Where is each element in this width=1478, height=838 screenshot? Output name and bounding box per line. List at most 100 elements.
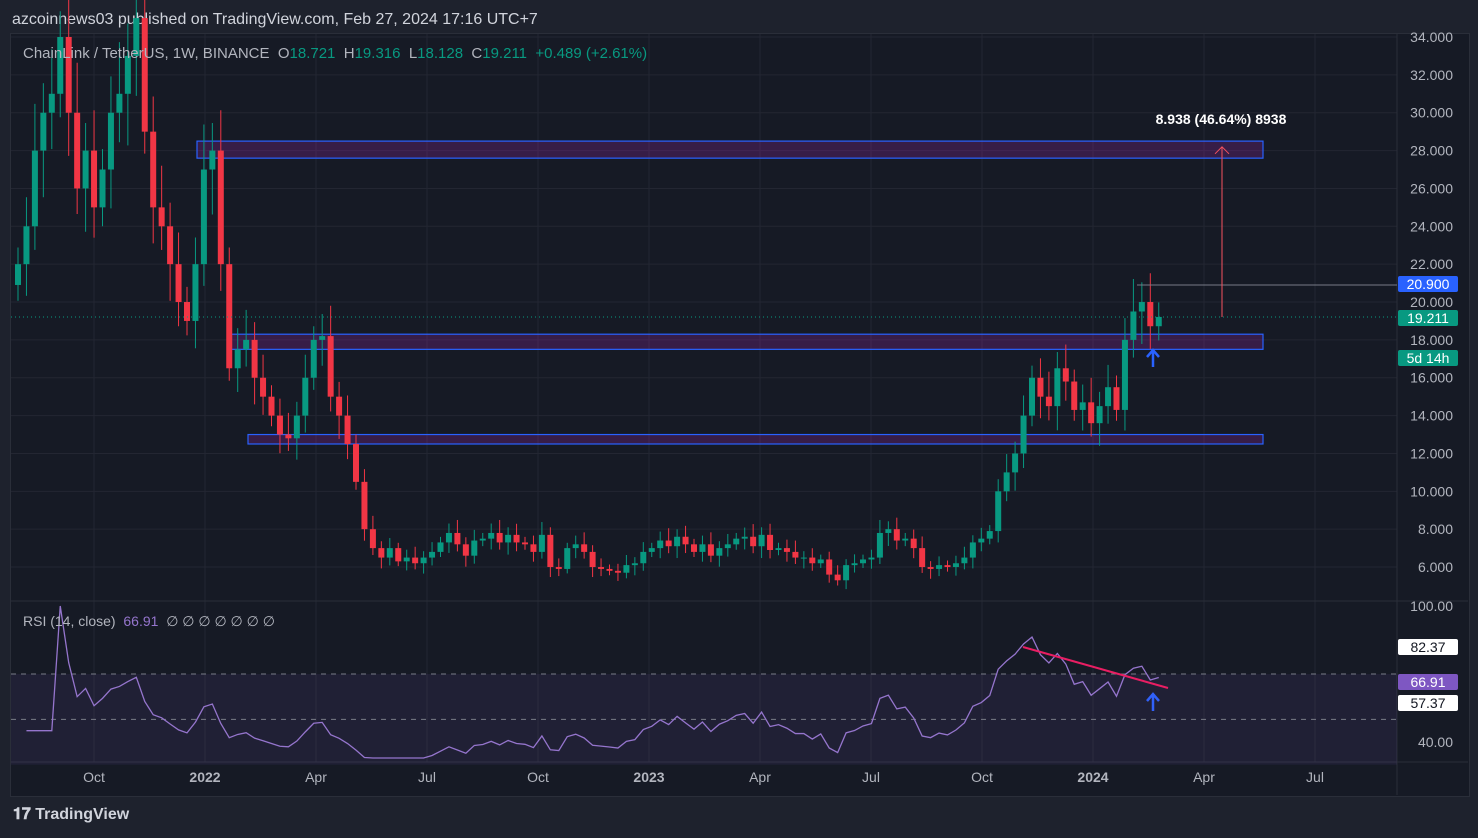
candle-body xyxy=(82,150,89,189)
candle-body xyxy=(429,551,436,558)
candle-body xyxy=(285,434,292,439)
candle-body xyxy=(513,534,520,543)
candle-body xyxy=(23,226,30,265)
chart-area[interactable] xyxy=(10,33,1470,797)
high-value: 19.316 xyxy=(354,45,401,62)
candle-body xyxy=(868,557,875,560)
candle-body xyxy=(445,532,452,543)
measure-arrow-icon xyxy=(1214,146,1230,155)
open-label: O xyxy=(277,45,290,62)
rsi-low-tag: 57.37 xyxy=(1398,695,1458,711)
candle-body xyxy=(1155,316,1162,327)
candle-body xyxy=(200,169,207,265)
candle-body xyxy=(716,548,723,556)
candle-body xyxy=(1105,387,1112,407)
candle-body xyxy=(361,481,368,530)
logo-text: TradingView xyxy=(35,806,130,823)
candle-body xyxy=(1079,402,1086,410)
candle-body xyxy=(133,18,140,56)
candle-body xyxy=(1121,339,1128,410)
tradingview-logo[interactable]: 𝟏𝟕 TradingView xyxy=(13,806,129,824)
candle-body xyxy=(843,565,850,581)
candle-body xyxy=(471,540,478,556)
time-axis-label: Oct xyxy=(971,769,993,785)
candle-body xyxy=(826,559,833,575)
close-value: 19.211 xyxy=(482,45,528,62)
candle-body xyxy=(1147,302,1154,327)
candle-body xyxy=(581,544,588,552)
candle-body xyxy=(437,542,444,552)
price-axis-label: 22.000 xyxy=(1410,256,1453,272)
price-axis-label: 26.000 xyxy=(1410,180,1453,196)
time-axis-label: Apr xyxy=(305,769,327,785)
symbol-legend: ChainLink / TetherUS, 1W, BINANCE O18.72… xyxy=(23,45,647,62)
candle-body xyxy=(564,548,571,569)
candle-body xyxy=(57,37,64,94)
candle-body xyxy=(885,529,892,533)
symbol-name[interactable]: ChainLink / TetherUS, 1W, BINANCE xyxy=(23,45,270,62)
candle-body xyxy=(395,548,402,562)
candle-body xyxy=(724,544,731,549)
candle-body xyxy=(902,538,909,541)
time-axis-label: Jul xyxy=(1306,769,1324,785)
rsi-value: 66.91 xyxy=(123,613,159,629)
candle-body xyxy=(158,207,165,227)
candle-body xyxy=(893,529,900,541)
candle-body xyxy=(547,534,554,568)
candle-body xyxy=(640,551,647,564)
rsi-name[interactable]: RSI (14, close) xyxy=(23,613,116,629)
high-label: H xyxy=(343,45,355,62)
time-axis-label: Oct xyxy=(83,769,105,785)
candle-body xyxy=(150,131,157,208)
candle-body xyxy=(412,557,419,564)
candle-body xyxy=(944,565,951,568)
last-price: 19.211 xyxy=(1398,310,1458,326)
candle-body xyxy=(750,536,757,547)
candle-body xyxy=(758,534,765,547)
rsi-extras: ∅ ∅ ∅ ∅ ∅ ∅ ∅ xyxy=(166,613,275,629)
candle-body xyxy=(454,532,461,545)
candle-body xyxy=(184,302,190,321)
candle-body xyxy=(986,531,993,539)
candle-body xyxy=(876,532,883,558)
candle-body xyxy=(792,551,799,558)
rsi-legend: RSI (14, close) 66.91 ∅ ∅ ∅ ∅ ∅ ∅ ∅ xyxy=(23,613,275,630)
candle-body xyxy=(15,264,21,285)
candle-body xyxy=(1130,311,1137,340)
price-axis-label: 30.000 xyxy=(1410,105,1453,121)
candle-body xyxy=(691,544,697,552)
candle-body xyxy=(420,557,427,564)
candle-body xyxy=(124,55,131,94)
candle-body xyxy=(99,169,106,208)
candle-body xyxy=(589,551,596,568)
candle-body xyxy=(479,538,486,541)
level-price-tag: 20.900 xyxy=(1398,276,1458,292)
candle-body xyxy=(834,574,841,581)
up-arrow-icon xyxy=(1146,348,1160,367)
price-axis-label: 8.000 xyxy=(1418,521,1453,537)
price-axis-label: 20.000 xyxy=(1410,294,1453,310)
candle-body xyxy=(733,538,740,545)
rsi-current-tag: 66.91 xyxy=(1398,674,1458,690)
candle-body xyxy=(674,536,681,547)
candle-body xyxy=(369,529,376,549)
price-axis-label: 16.000 xyxy=(1410,370,1453,386)
candle-body xyxy=(1037,377,1044,397)
candle-body xyxy=(234,349,241,369)
candle-body xyxy=(302,377,309,416)
candle-body xyxy=(800,557,807,559)
candle-body xyxy=(107,112,114,170)
support-resistance-zone xyxy=(247,433,1264,445)
candle-body xyxy=(707,544,714,556)
low-label: L xyxy=(408,45,418,62)
candle-body xyxy=(251,339,258,378)
candle-body xyxy=(268,396,275,416)
time-axis-label: Jul xyxy=(862,769,880,785)
candle-body xyxy=(817,559,824,564)
candle-body xyxy=(175,264,182,303)
candle-body xyxy=(538,534,545,552)
candle-body xyxy=(1113,387,1120,410)
candle-body xyxy=(741,536,748,539)
candle-body xyxy=(1003,472,1010,492)
